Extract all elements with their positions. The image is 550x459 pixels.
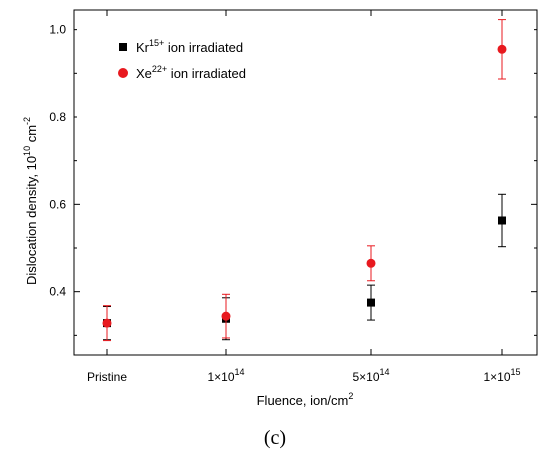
data-point bbox=[102, 318, 112, 328]
y-tick-label: 0.6 bbox=[49, 197, 66, 211]
legend-marker-xe bbox=[118, 68, 128, 78]
legend-marker-kr bbox=[119, 43, 127, 51]
x-tick-label: 1×1014 bbox=[207, 367, 244, 384]
legend-label-kr: Kr15+ ion irradiated bbox=[136, 38, 243, 55]
legend-label-xe: Xe22+ ion irradiated bbox=[136, 64, 246, 81]
legend-kr-rest: ion irradiated bbox=[164, 40, 243, 55]
data-point bbox=[366, 258, 376, 268]
y-tick-label: 1.0 bbox=[49, 23, 66, 37]
plot-area bbox=[73, 9, 538, 356]
y-axis-ticks: 0.4 0.6 0.8 1.0 bbox=[49, 23, 537, 336]
x-tick-label: Pristine bbox=[87, 370, 127, 384]
y-tick-label: 0.4 bbox=[49, 285, 66, 299]
x-tick-label: 1×1015 bbox=[483, 367, 520, 384]
legend-xe-sup: 22+ bbox=[152, 64, 167, 74]
y-label-mid: cm bbox=[24, 125, 39, 146]
data-point bbox=[498, 216, 506, 225]
y-axis-label: Dislocation density, 1010 cm-2 bbox=[22, 117, 39, 285]
legend-xe-base: Xe bbox=[136, 66, 152, 81]
series-layer bbox=[102, 19, 507, 342]
x-tick-label: 5×1014 bbox=[352, 367, 389, 384]
y-label-prefix: Dislocation density, 10 bbox=[24, 156, 39, 285]
data-point bbox=[221, 311, 231, 321]
x-label-prefix: Fluence, ion/cm bbox=[257, 393, 349, 408]
y-label-sup2: -2 bbox=[22, 117, 32, 125]
x-axis-label: Fluence, ion/cm2 bbox=[257, 391, 354, 408]
data-point bbox=[497, 44, 507, 54]
legend-kr-base: Kr bbox=[136, 40, 150, 55]
legend-kr-sup: 15+ bbox=[149, 38, 164, 48]
legend-xe-rest: ion irradiated bbox=[167, 66, 246, 81]
series-xe bbox=[102, 19, 507, 342]
data-point bbox=[367, 298, 375, 307]
y-tick-label: 0.8 bbox=[49, 110, 66, 124]
panel-label: (c) bbox=[264, 427, 286, 449]
x-axis-ticks: Pristine 1×1014 5×1014 1×1015 bbox=[87, 10, 521, 384]
y-label-sup1: 10 bbox=[22, 146, 32, 156]
series-kr bbox=[103, 193, 506, 341]
legend: Kr15+ ion irradiated Xe22+ ion irradiate… bbox=[118, 38, 246, 81]
x-label-sup: 2 bbox=[348, 391, 353, 401]
